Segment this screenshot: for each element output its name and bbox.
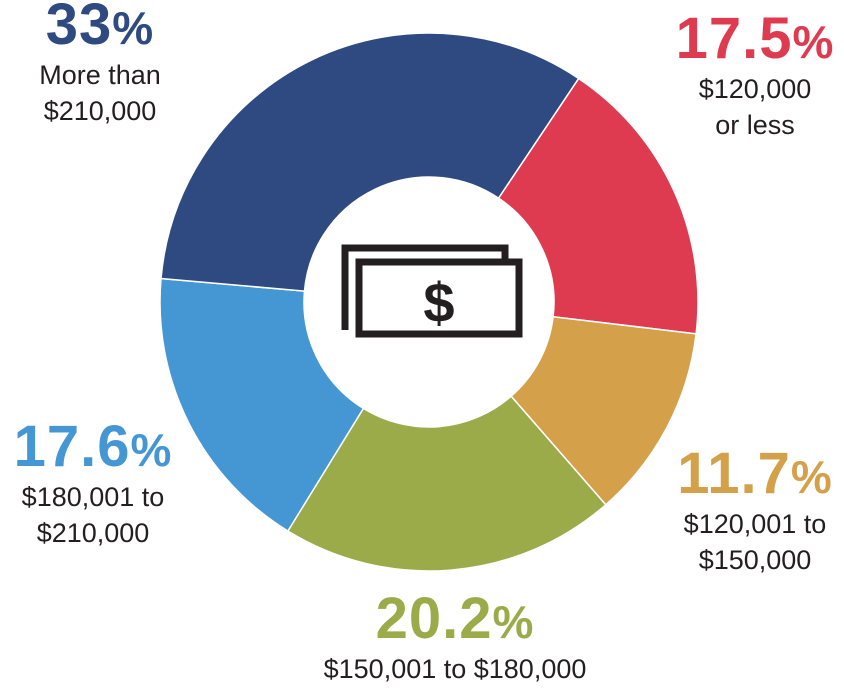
dollar-sign: $ — [423, 271, 454, 334]
pct-value: 17.5 — [675, 6, 793, 71]
pct-value: 11.7 — [677, 441, 791, 506]
donut-slice-4 — [160, 32, 580, 292]
pct-value: 17.6 — [13, 414, 131, 479]
money-bill-icon: $ — [341, 244, 523, 338]
pct-value: 33 — [45, 0, 113, 57]
donut-slice-1 — [510, 315, 697, 506]
donut-slice-3 — [159, 277, 365, 533]
pct-value: 20.2 — [375, 586, 493, 651]
label-180k-210k: 17.6% $180,001 to $210,000 — [13, 414, 173, 549]
label-120k-or-less: 17.5% $120,000 or less — [675, 6, 835, 141]
donut-slice-2 — [286, 395, 607, 572]
label-120k-150k: 11.7% $120,001 to $150,000 — [677, 441, 833, 576]
label-150k-180k: 20.2% $150,001 to $180,000 — [323, 586, 587, 685]
donut-slice-0 — [497, 77, 699, 335]
label-more-than-210k: 33% More than $210,000 — [0, 0, 200, 129]
